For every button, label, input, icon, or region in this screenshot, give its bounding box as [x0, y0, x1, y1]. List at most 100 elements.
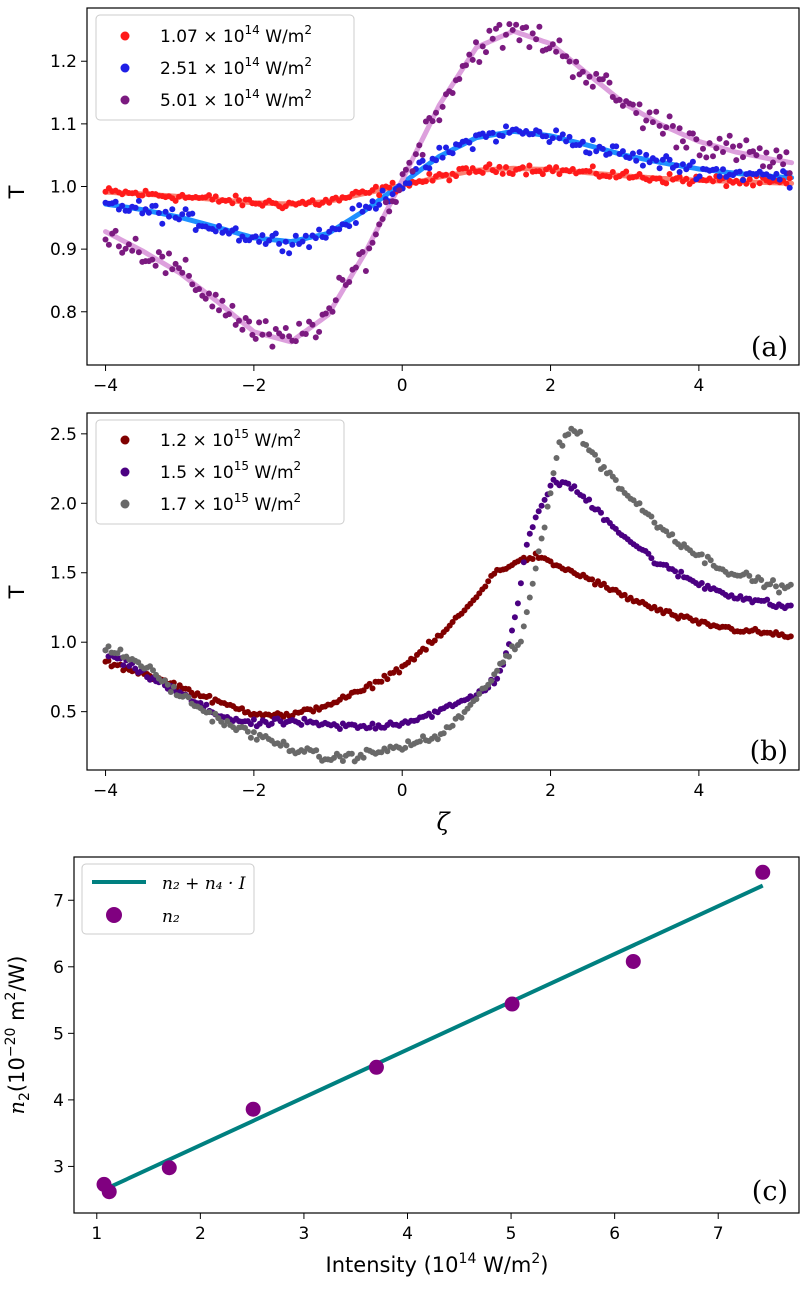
data-point — [112, 198, 119, 205]
n2-point — [368, 1059, 384, 1075]
data-point — [486, 27, 493, 34]
y-tick-label: 0.5 — [50, 703, 77, 723]
data-point — [773, 583, 779, 590]
data-point — [538, 535, 545, 542]
x-tick-label: −4 — [93, 781, 118, 801]
y-tick-label: 0.8 — [50, 303, 77, 323]
data-point — [600, 464, 607, 470]
data-point — [299, 238, 306, 245]
data-point — [550, 470, 557, 477]
x-tick-label: −2 — [241, 781, 266, 801]
legend-label: 5.01 × 1014 W/m2 — [160, 87, 312, 111]
data-point — [192, 227, 199, 233]
data-point — [529, 524, 536, 531]
data-point — [159, 253, 166, 260]
data-point — [466, 139, 473, 146]
data-point — [511, 614, 518, 621]
data-point — [544, 503, 551, 510]
data-point — [129, 247, 136, 254]
data-point — [716, 135, 723, 142]
data-point — [606, 150, 613, 157]
data-point — [579, 68, 586, 75]
data-point — [523, 24, 530, 31]
data-point — [589, 137, 596, 143]
data-point — [565, 431, 572, 438]
data-point — [120, 662, 127, 669]
data-point — [764, 596, 771, 603]
series-points — [102, 21, 793, 350]
data-point — [553, 455, 560, 461]
data-point — [503, 31, 509, 38]
panel-b-legend-box — [95, 419, 345, 525]
data-point — [706, 140, 713, 147]
data-point — [179, 211, 186, 218]
data-point — [236, 237, 242, 244]
data-point — [162, 270, 169, 277]
data-point — [362, 268, 369, 274]
data-point — [296, 320, 303, 327]
data-point — [443, 171, 449, 178]
data-point — [348, 750, 355, 757]
data-point — [359, 208, 366, 215]
data-point — [433, 157, 439, 164]
data-point — [369, 239, 376, 246]
legend-marker — [120, 31, 130, 41]
legend-marker — [120, 95, 130, 105]
data-point — [716, 173, 723, 180]
data-point — [676, 169, 683, 175]
data-point — [526, 162, 533, 169]
data-point — [666, 171, 673, 177]
data-point — [316, 328, 323, 335]
legend-label: 1.2 × 1015 W/m2 — [160, 427, 301, 451]
legend-marker — [120, 63, 130, 73]
data-point — [496, 21, 503, 28]
data-point — [249, 331, 256, 338]
data-point — [773, 170, 780, 177]
data-point — [619, 102, 626, 109]
data-point — [182, 256, 189, 263]
data-point — [636, 500, 643, 507]
data-point — [269, 343, 276, 350]
data-point — [422, 646, 429, 653]
data-point — [676, 173, 683, 180]
data-point — [592, 451, 598, 458]
panel-c-data — [96, 864, 771, 1200]
data-point — [656, 165, 663, 172]
data-point — [639, 125, 646, 132]
data-point — [352, 220, 359, 226]
data-point — [252, 335, 259, 342]
data-point — [710, 178, 716, 185]
data-point — [763, 149, 770, 156]
data-point — [313, 747, 320, 754]
data-point — [736, 142, 743, 149]
x-tick-label: 2 — [195, 1224, 206, 1244]
n2-point — [245, 1101, 261, 1117]
data-point — [773, 147, 780, 154]
data-point — [736, 168, 743, 175]
data-point — [698, 551, 705, 558]
data-point — [426, 165, 433, 172]
data-point — [603, 72, 610, 79]
n2-point — [101, 1184, 117, 1200]
data-point — [212, 710, 219, 717]
data-point — [247, 734, 254, 741]
x-tick-label: 4 — [693, 376, 704, 396]
data-point — [780, 161, 787, 168]
data-point — [663, 180, 670, 187]
data-point — [236, 317, 242, 324]
data-point — [586, 168, 593, 175]
data-point — [466, 169, 473, 176]
data-point — [386, 208, 393, 215]
panel-a-label: (a) — [751, 332, 788, 363]
data-point — [787, 633, 794, 640]
data-point — [282, 325, 289, 331]
data-point — [446, 177, 453, 184]
data-point — [302, 232, 309, 239]
data-point — [316, 226, 323, 233]
data-point — [679, 161, 686, 168]
data-point — [493, 169, 499, 176]
data-point — [713, 145, 720, 152]
x-tick-label: 2 — [545, 781, 556, 801]
data-point — [292, 232, 299, 239]
data-point — [417, 738, 423, 745]
